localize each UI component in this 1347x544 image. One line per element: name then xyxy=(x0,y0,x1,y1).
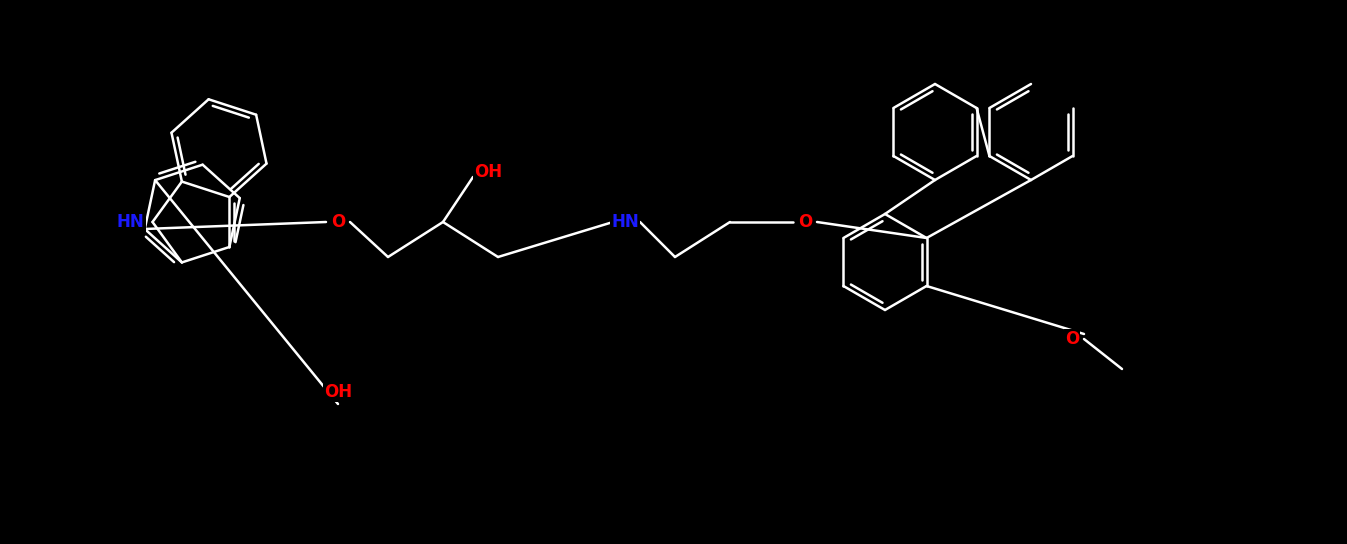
Text: O: O xyxy=(797,213,812,231)
Text: OH: OH xyxy=(474,163,502,181)
Text: O: O xyxy=(331,213,345,231)
Text: HN: HN xyxy=(117,213,144,231)
Text: O: O xyxy=(1065,330,1079,348)
Text: HN: HN xyxy=(612,213,638,231)
Text: OH: OH xyxy=(323,383,352,401)
